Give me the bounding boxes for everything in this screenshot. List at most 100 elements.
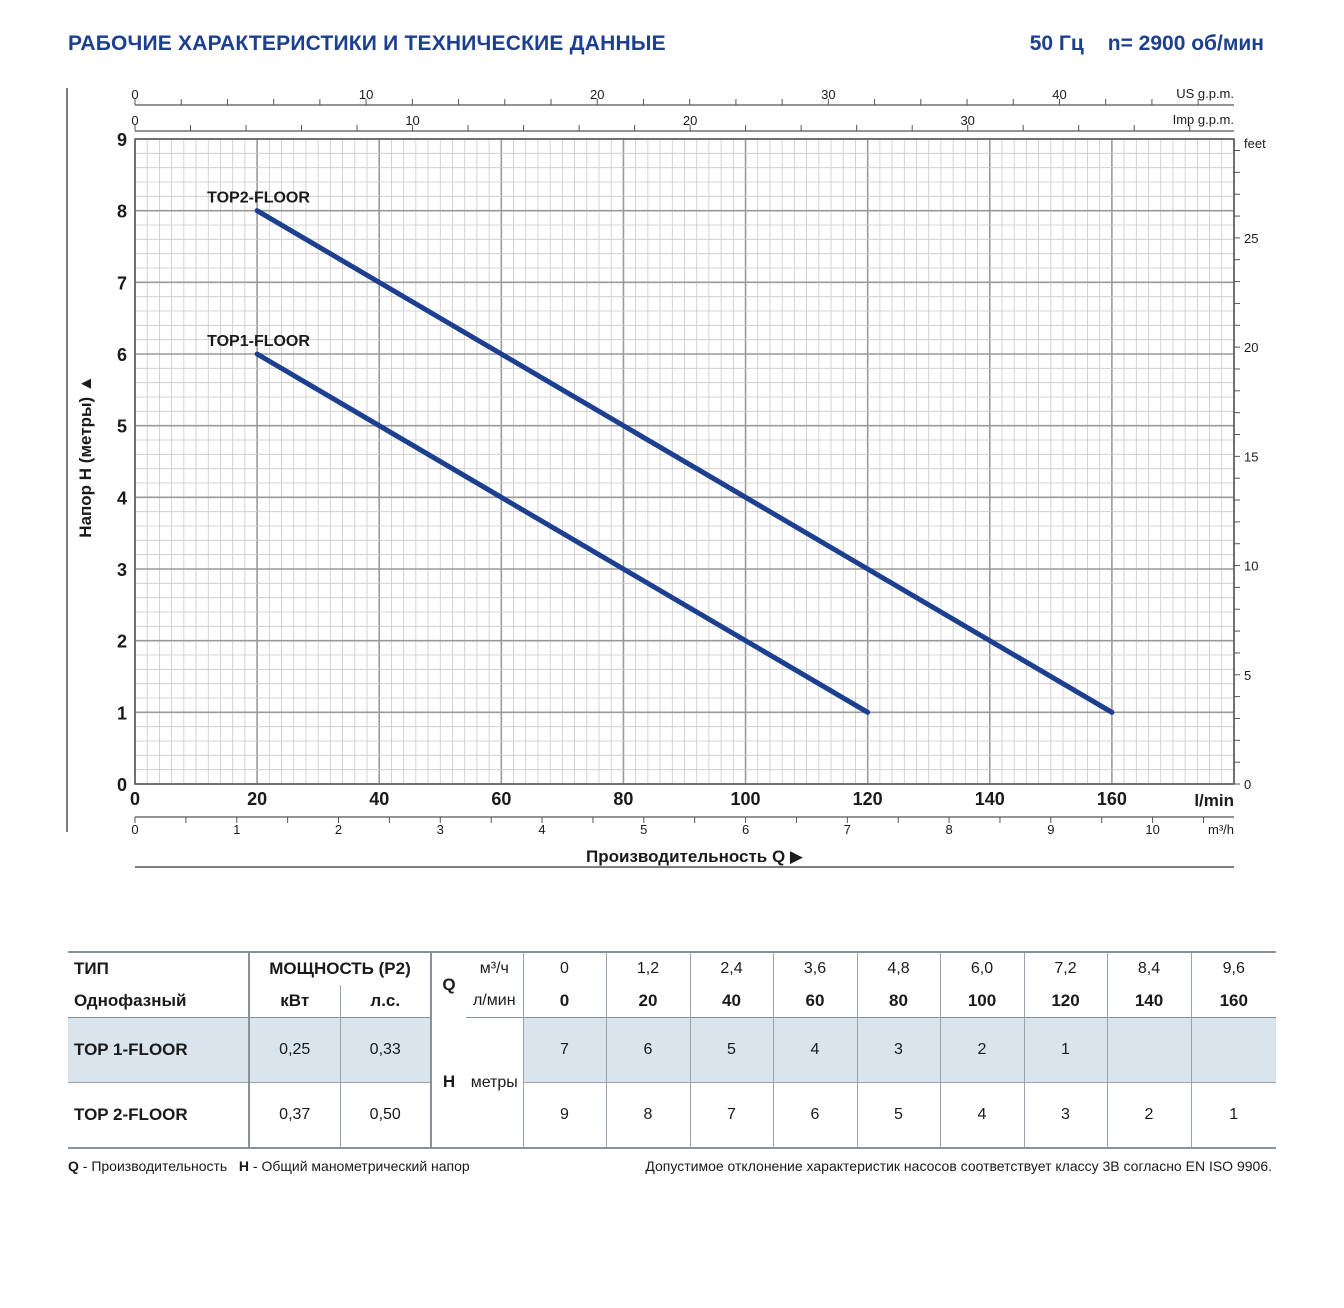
x-tick-label: 120 xyxy=(853,789,883,809)
m3h-tick-label: 9 xyxy=(1047,822,1054,837)
us-gpm-tick-label: 20 xyxy=(590,87,604,102)
hp-value: 0,50 xyxy=(339,1082,431,1148)
h-abbr: H xyxy=(238,1158,250,1174)
feet-tick-label: 0 xyxy=(1244,777,1251,792)
m3h-tick-label: 4 xyxy=(538,822,545,837)
y-tick-label: 6 xyxy=(117,345,127,365)
imp-gpm-label: Imp g.p.m. xyxy=(1173,112,1234,127)
type-header: ТИП xyxy=(74,959,109,978)
x-tick-label: 160 xyxy=(1097,789,1127,809)
y-tick-label: 5 xyxy=(117,417,127,437)
power-header: МОЩНОСТЬ (P2) xyxy=(248,952,431,985)
kw-value: 0,37 xyxy=(248,1082,340,1148)
kw-value: 0,25 xyxy=(248,1017,340,1083)
y-tick-label: 4 xyxy=(117,488,127,508)
hp-value: 0,33 xyxy=(339,1017,431,1083)
x-tick-label: 100 xyxy=(731,789,761,809)
us-gpm-tick-label: 30 xyxy=(821,87,835,102)
h-value: 1 xyxy=(1190,1082,1276,1148)
q-m3h-cell: 7,2 xyxy=(1023,952,1107,985)
y-tick-label: 9 xyxy=(117,130,127,150)
page-title: РАБОЧИЕ ХАРАКТЕРИСТИКИ И ТЕХНИЧЕСКИЕ ДАН… xyxy=(68,32,666,55)
m3h-tick-label: 1 xyxy=(233,822,240,837)
q-m3h-cell: 9,6 xyxy=(1190,952,1276,985)
h-header: H xyxy=(430,1017,466,1149)
q-lmin-cell: 140 xyxy=(1106,985,1191,1018)
us-gpm-tick-label: 0 xyxy=(131,87,138,102)
us-gpm-tick-label: 40 xyxy=(1052,87,1066,102)
feet-tick-label: 15 xyxy=(1244,449,1258,464)
series-label: TOP1-FLOOR xyxy=(207,333,310,350)
us-gpm-label: US g.p.m. xyxy=(1176,86,1234,101)
q-m3h-cell: 1,2 xyxy=(605,952,690,985)
h-value: 5 xyxy=(856,1082,940,1148)
footer-legend: Q - Производительность H - Общий маномет… xyxy=(68,1158,470,1174)
m3h-tick-label: 2 xyxy=(335,822,342,837)
m3h-tick-label: 0 xyxy=(131,822,138,837)
kw-header: кВт xyxy=(248,985,340,1018)
q-m3h-cell: 4,8 xyxy=(856,952,940,985)
x-tick-label: 20 xyxy=(247,789,267,809)
y-axis-label: Напор H (метры) ▲ xyxy=(76,375,95,537)
q-m3h-cell: 6,0 xyxy=(939,952,1024,985)
h-value: 1 xyxy=(1023,1017,1107,1083)
h-value: 2 xyxy=(1106,1082,1191,1148)
q-lmin-cell: 60 xyxy=(772,985,857,1018)
model-name: TOP 2-FLOOR xyxy=(74,1105,188,1124)
phase-header: Однофазный xyxy=(68,985,249,1018)
h-value: 2 xyxy=(939,1017,1024,1083)
q-m3h-cell: 3,6 xyxy=(772,952,857,985)
y-tick-label: 3 xyxy=(117,560,127,580)
y-tick-label: 0 xyxy=(117,775,127,795)
imp-gpm-tick-label: 20 xyxy=(683,113,697,128)
h-value: 4 xyxy=(772,1017,857,1083)
h-value: 9 xyxy=(522,1082,606,1148)
q-lmin-cell: 0 xyxy=(522,985,606,1018)
q-lmin-cell: 100 xyxy=(939,985,1024,1018)
m3h-tick-label: 7 xyxy=(844,822,851,837)
q-desc: - Производительность xyxy=(78,1158,228,1174)
q-lmin-cell: 120 xyxy=(1023,985,1107,1018)
imp-gpm-tick-label: 30 xyxy=(960,113,974,128)
grid xyxy=(134,138,1235,785)
q-m3h-cell: 0 xyxy=(522,952,606,985)
m3h-tick-label: 8 xyxy=(945,822,952,837)
feet-tick-label: 5 xyxy=(1244,668,1251,683)
y-tick-label: 2 xyxy=(117,632,127,652)
speed-info: 50 Гц n= 2900 об/мин xyxy=(1006,32,1264,56)
y-tick-label: 1 xyxy=(117,703,127,723)
q-abbr: Q xyxy=(68,1158,79,1174)
hp-header: л.с. xyxy=(339,985,431,1018)
q-lmin-cell: 160 xyxy=(1190,985,1276,1018)
us-gpm-tick-label: 10 xyxy=(359,87,373,102)
y-tick-label: 7 xyxy=(117,273,127,293)
feet-tick-label: 25 xyxy=(1244,231,1258,246)
x-axis-label: Производительность Q ▶ xyxy=(586,847,804,866)
h-value: 8 xyxy=(605,1082,690,1148)
series-line xyxy=(254,351,871,715)
series-line xyxy=(254,208,1115,715)
x-tick-label: 60 xyxy=(491,789,511,809)
feet-tick-label: 10 xyxy=(1244,559,1258,574)
h-value: 6 xyxy=(772,1082,857,1148)
h-value: 7 xyxy=(522,1017,606,1083)
feet-tick-label: 20 xyxy=(1244,340,1258,355)
m3h-tick-label: 3 xyxy=(437,822,444,837)
feet-label: feet xyxy=(1244,136,1266,151)
h-value xyxy=(1190,1017,1276,1083)
x-tick-label: 0 xyxy=(130,789,140,809)
m3h-tick-label: 5 xyxy=(640,822,647,837)
h-value: 3 xyxy=(1023,1082,1107,1148)
q-lmin-cell: 40 xyxy=(689,985,773,1018)
m3h-unit: м³/ч xyxy=(479,960,509,977)
h-value: 5 xyxy=(689,1017,773,1083)
q-lmin-cell: 20 xyxy=(605,985,690,1018)
h-value: 7 xyxy=(689,1082,773,1148)
q-m3h-cell: 2,4 xyxy=(689,952,773,985)
model-name: TOP 1-FLOOR xyxy=(68,1017,249,1083)
y-tick-label: 8 xyxy=(117,202,127,222)
h-value xyxy=(1106,1017,1191,1083)
q-m3h-cell: 8,4 xyxy=(1106,952,1191,985)
x-unit-label: l/min xyxy=(1194,791,1234,810)
